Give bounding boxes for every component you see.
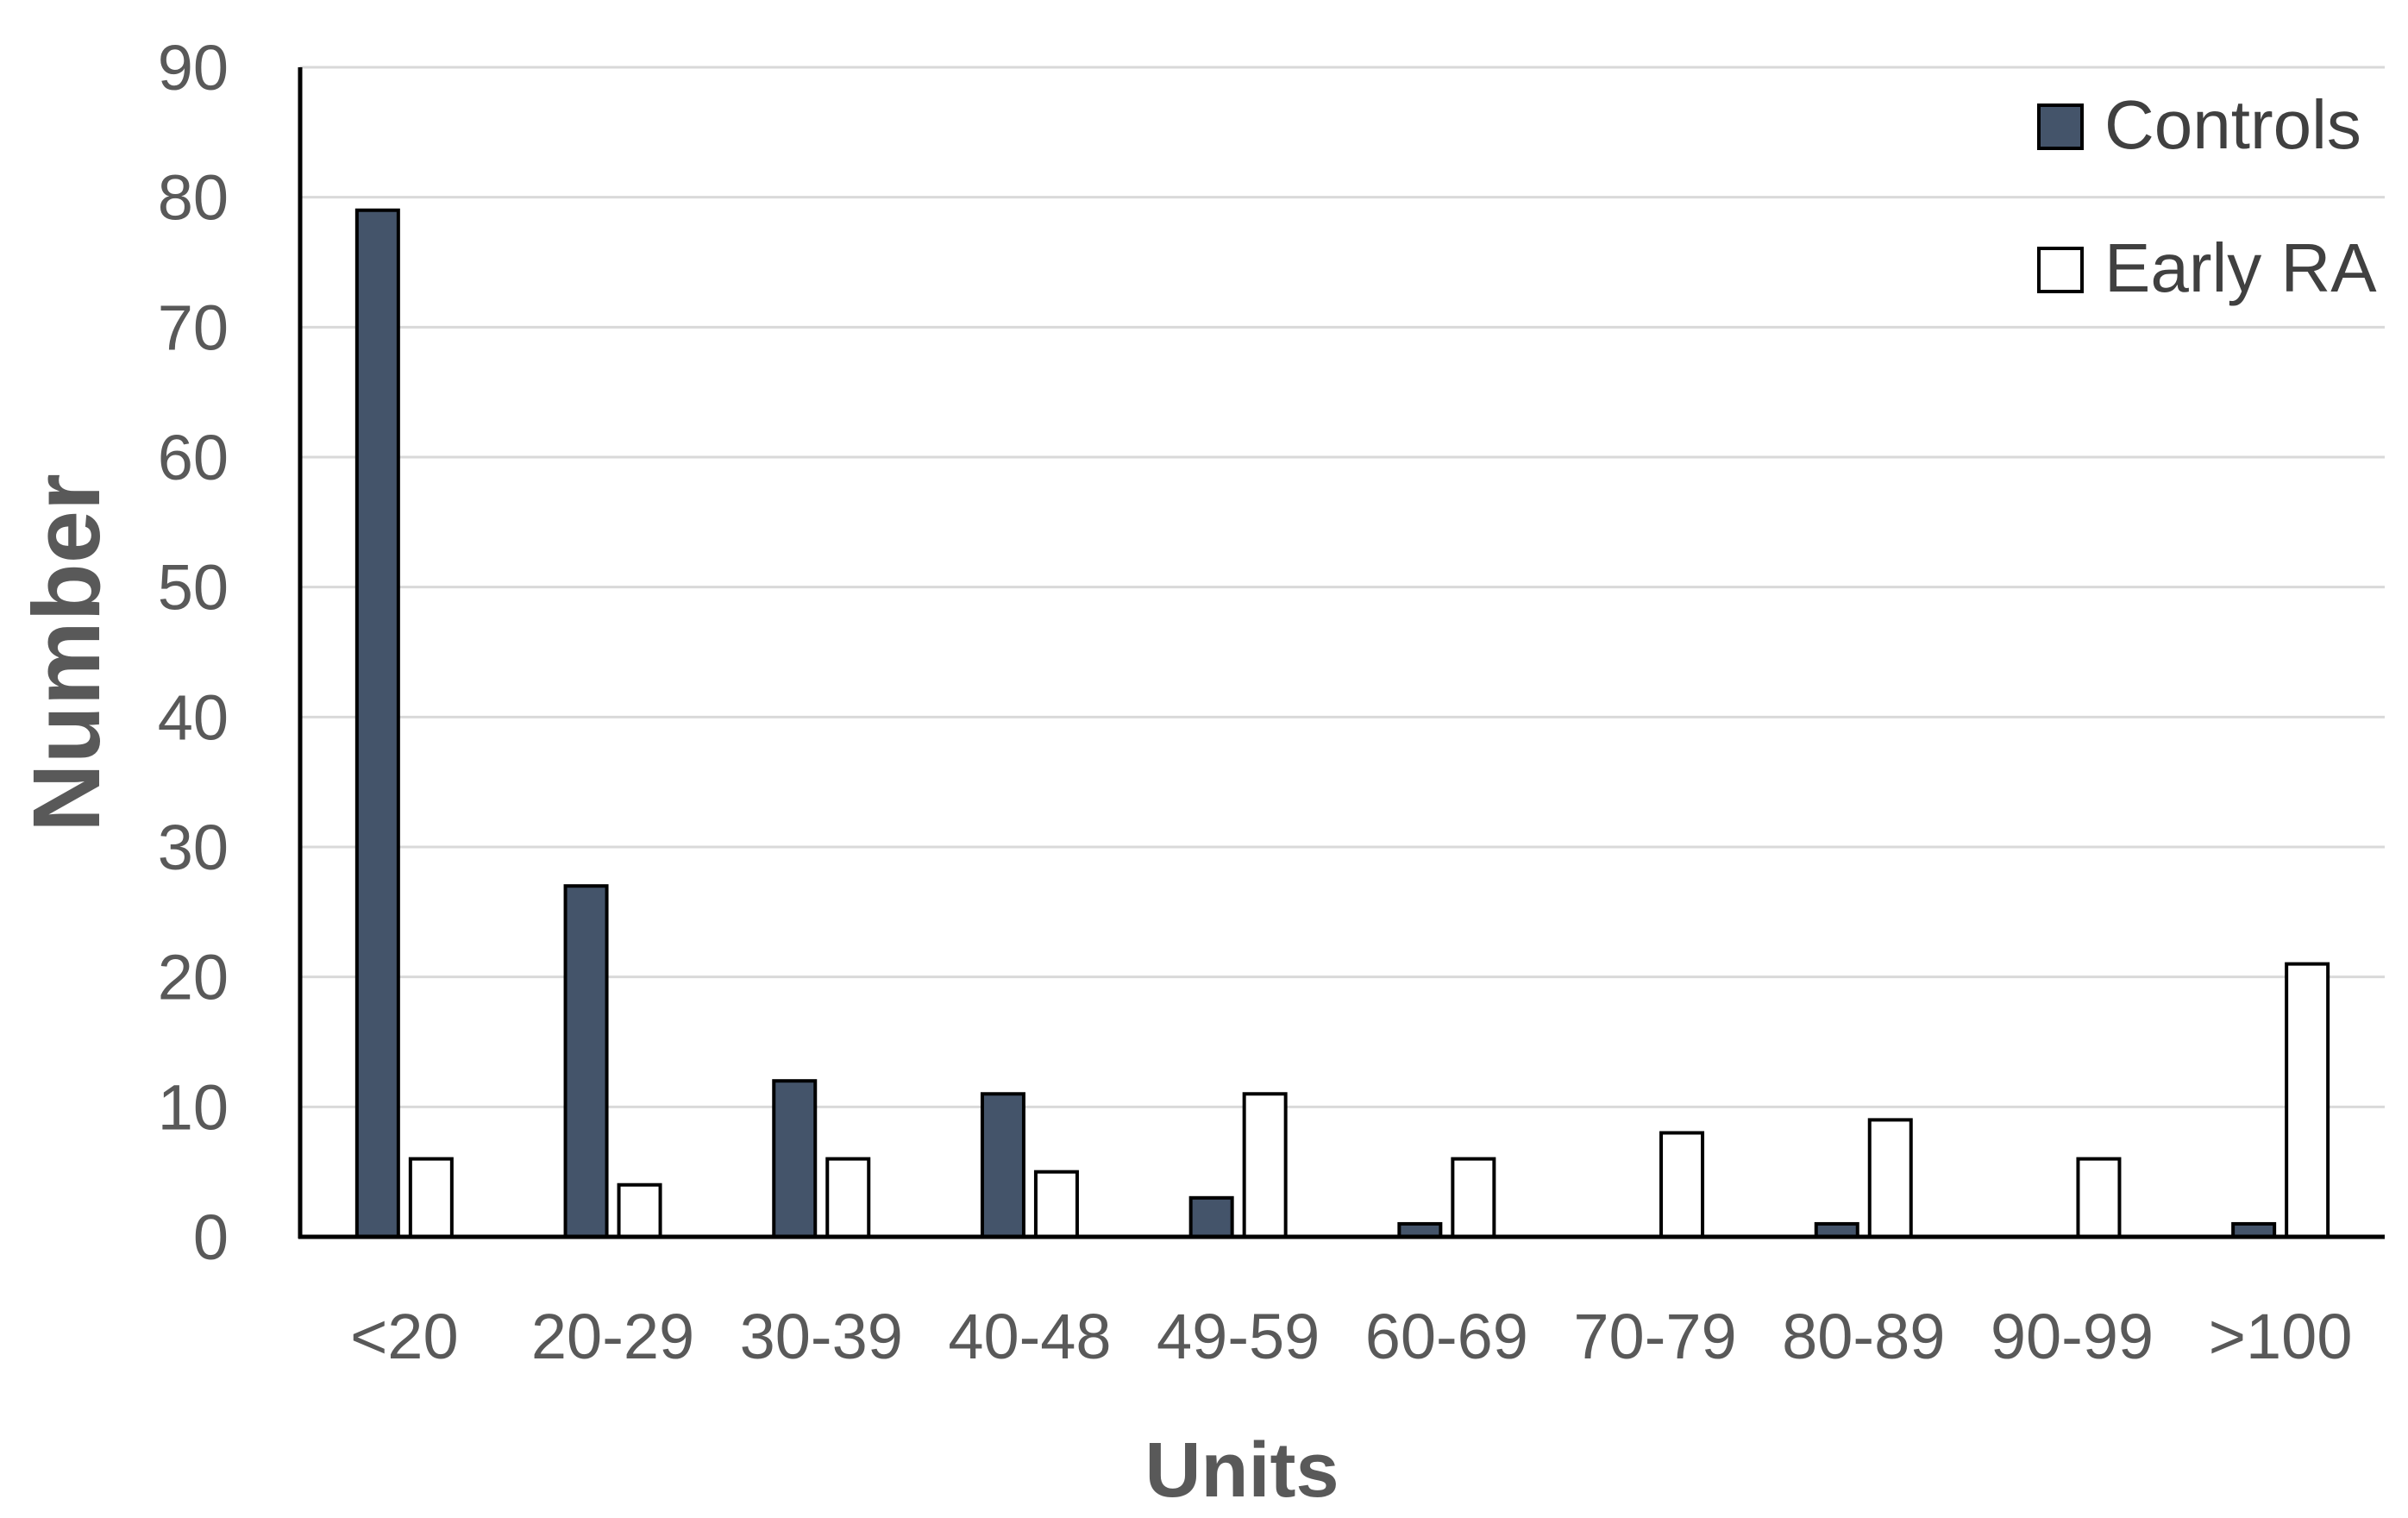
x-axis-title: Units <box>1145 1427 1339 1514</box>
y-tick-label: 10 <box>158 1071 229 1143</box>
bar-controls <box>772 1079 818 1239</box>
legend-label-early-ra: Early RA <box>2104 229 2377 306</box>
x-tick-label: >100 <box>2209 1301 2353 1372</box>
bar-early-ra <box>408 1157 454 1239</box>
y-tick-label: 40 <box>158 681 229 753</box>
bar-controls <box>354 208 400 1239</box>
x-tick-label: 40-48 <box>948 1301 1111 1372</box>
x-tick-label: 80-89 <box>1782 1301 1945 1372</box>
bar-early-ra <box>617 1182 662 1239</box>
y-tick-labels: 0 10 20 30 40 50 60 70 80 90 <box>158 32 229 1273</box>
bar-controls <box>563 884 609 1239</box>
legend-swatch-early-ra <box>2037 247 2084 293</box>
legend: Controls Early RA <box>2037 86 2377 306</box>
y-tick-label: 70 <box>158 292 229 363</box>
legend-swatch-controls <box>2037 104 2084 150</box>
bar-early-ra <box>1242 1092 1288 1239</box>
x-tick-label: 20-29 <box>531 1301 694 1372</box>
x-tick-label: 70-79 <box>1573 1301 1736 1372</box>
y-tick-label: 90 <box>158 32 229 104</box>
y-tick-label: 20 <box>158 942 229 1013</box>
bar-early-ra <box>1659 1131 1705 1239</box>
x-tick-label: 90-99 <box>1991 1301 2154 1372</box>
bars <box>354 208 2330 1239</box>
gridlines <box>300 66 2385 1108</box>
x-tick-label: 49-59 <box>1157 1301 1320 1372</box>
x-tick-label: 30-39 <box>740 1301 903 1372</box>
legend-label-controls: Controls <box>2104 86 2361 163</box>
bar-controls <box>1188 1195 1234 1239</box>
y-tick-label: 80 <box>158 162 229 234</box>
bar-early-ra <box>825 1157 871 1239</box>
bar-early-ra <box>2076 1157 2122 1239</box>
bar-controls <box>980 1092 1025 1239</box>
bar-early-ra <box>1867 1118 1913 1239</box>
bar-early-ra <box>1451 1157 1496 1239</box>
y-tick-label: 50 <box>158 552 229 624</box>
x-tick-labels: <20 20-29 30-39 40-48 49-59 60-69 70-79 80-89 90… <box>350 1301 2352 1372</box>
x-tick-label: <20 <box>350 1301 459 1372</box>
bar-early-ra <box>1033 1170 1079 1239</box>
y-axis-title: Number <box>14 474 120 832</box>
y-tick-label: 60 <box>158 422 229 493</box>
y-tick-label: 30 <box>158 812 229 883</box>
bar-early-ra <box>2285 962 2330 1239</box>
y-tick-label: 0 <box>193 1201 229 1273</box>
axes <box>298 67 2385 1239</box>
x-tick-label: 60-69 <box>1365 1301 1528 1372</box>
